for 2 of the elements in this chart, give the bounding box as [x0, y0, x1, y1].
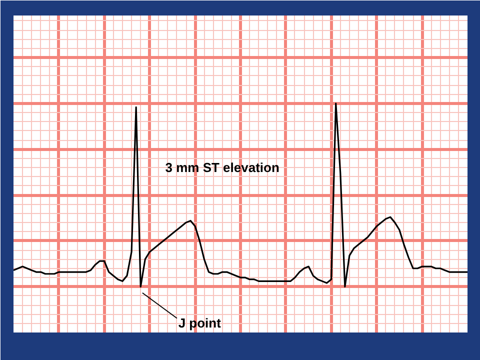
text: J point [178, 315, 222, 330]
annotation: 3 mm ST elevation [165, 160, 280, 176]
